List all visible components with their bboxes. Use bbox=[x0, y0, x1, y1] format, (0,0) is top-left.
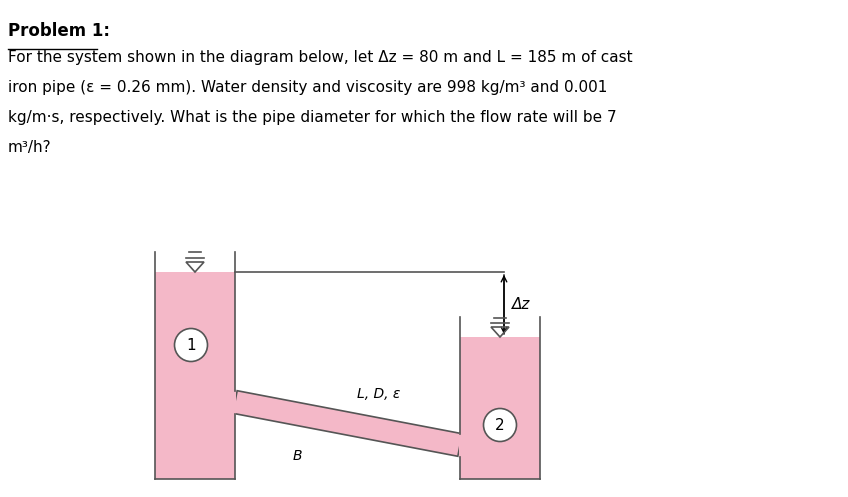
Text: L, D, ε: L, D, ε bbox=[358, 388, 401, 402]
Text: 1: 1 bbox=[187, 337, 196, 352]
Text: Δz: Δz bbox=[512, 297, 530, 312]
Text: B: B bbox=[293, 448, 302, 463]
Polygon shape bbox=[233, 391, 462, 456]
Text: 2: 2 bbox=[495, 417, 505, 432]
Bar bbox=[155, 390, 236, 414]
Bar bbox=[460, 337, 540, 479]
Text: iron pipe (ε = 0.26 mm). Water density and viscosity are 998 kg/m³ and 0.001: iron pipe (ε = 0.26 mm). Water density a… bbox=[8, 80, 607, 95]
Text: Problem 1:: Problem 1: bbox=[8, 22, 110, 40]
Text: For the system shown in the diagram below, let Δz = 80 m and L = 185 m of cast: For the system shown in the diagram belo… bbox=[8, 50, 633, 65]
Text: kg/m·s, respectively. What is the pipe diameter for which the flow rate will be : kg/m·s, respectively. What is the pipe d… bbox=[8, 110, 616, 125]
Bar bbox=[155, 272, 235, 479]
Bar bbox=[459, 432, 540, 458]
Text: m³/h?: m³/h? bbox=[8, 140, 52, 155]
Circle shape bbox=[483, 409, 516, 441]
Circle shape bbox=[175, 329, 208, 361]
